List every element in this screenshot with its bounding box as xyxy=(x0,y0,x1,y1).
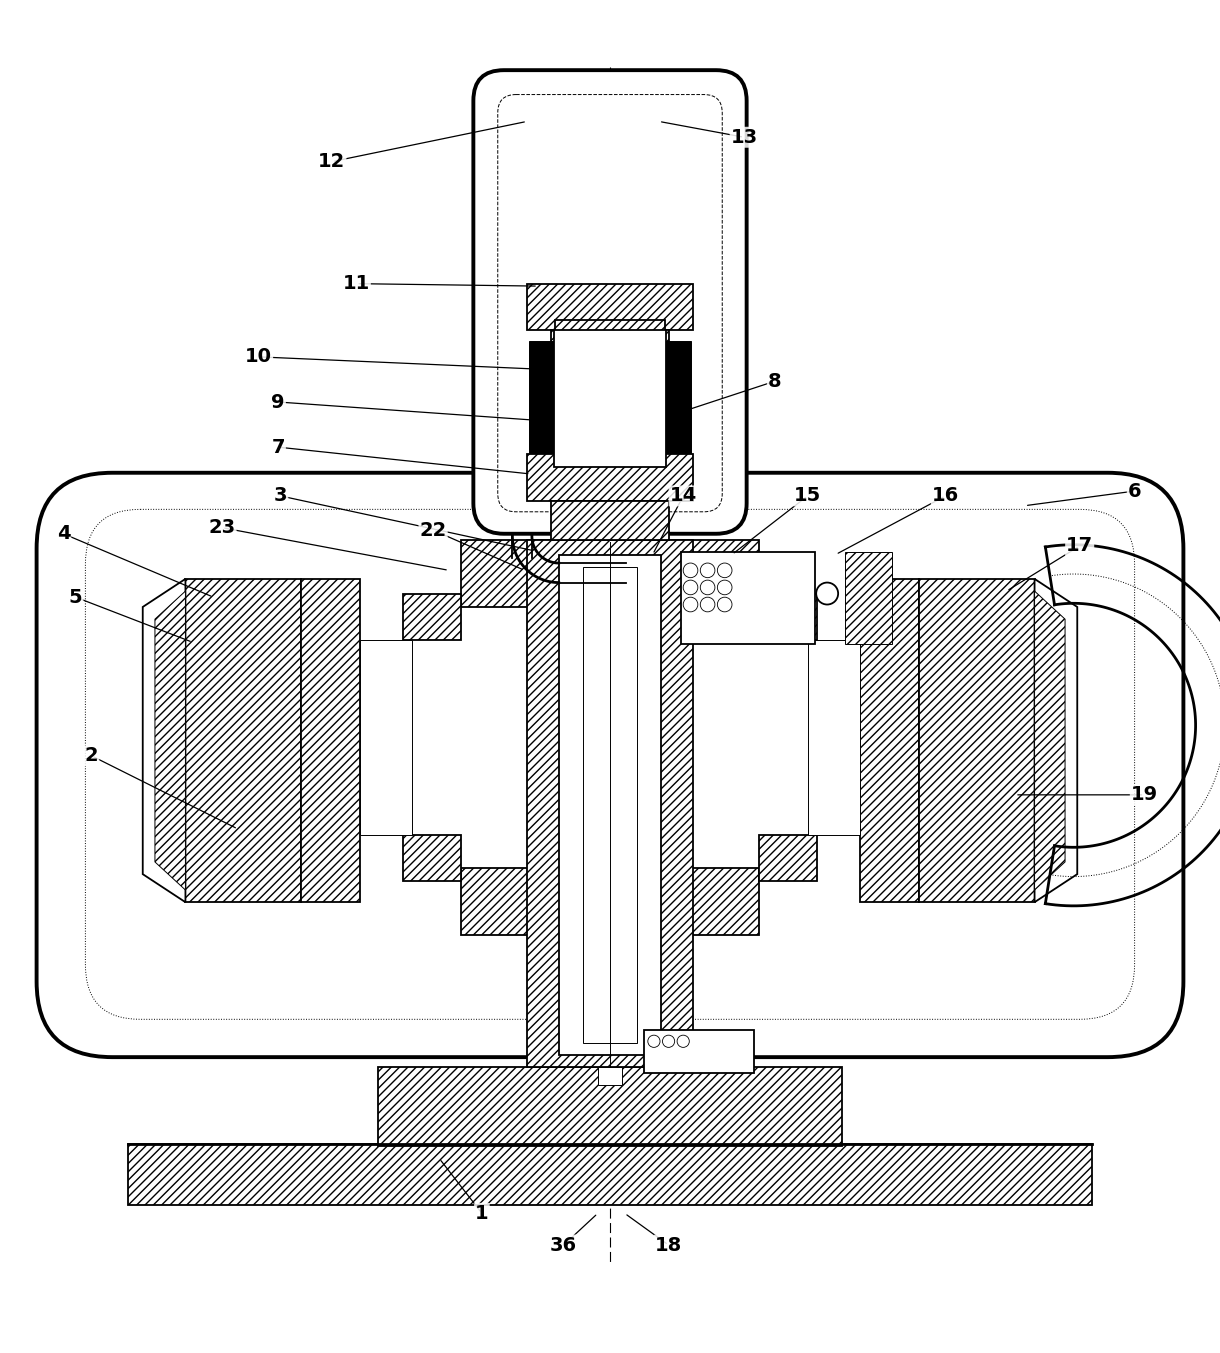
Text: 9: 9 xyxy=(271,392,285,411)
Bar xyxy=(559,555,661,1055)
Bar xyxy=(598,1068,622,1085)
Text: 10: 10 xyxy=(245,348,272,367)
Circle shape xyxy=(683,580,698,595)
Circle shape xyxy=(683,597,698,612)
Text: 16: 16 xyxy=(932,487,959,506)
Bar xyxy=(461,869,759,935)
Text: 18: 18 xyxy=(655,1235,682,1254)
Text: 23: 23 xyxy=(209,518,235,537)
Bar xyxy=(527,540,693,1068)
Bar xyxy=(185,579,301,902)
Bar xyxy=(555,321,665,342)
Text: 22: 22 xyxy=(420,521,447,540)
Bar xyxy=(845,552,892,644)
Bar xyxy=(681,552,815,644)
Bar xyxy=(378,1068,842,1146)
Bar xyxy=(128,1143,1092,1204)
Text: 7: 7 xyxy=(271,437,285,457)
Polygon shape xyxy=(1035,579,1077,902)
Text: 6: 6 xyxy=(1127,482,1142,501)
Text: 1: 1 xyxy=(475,1204,489,1223)
Bar xyxy=(551,330,669,360)
Polygon shape xyxy=(155,591,185,890)
Text: 17: 17 xyxy=(1066,536,1093,556)
Text: 14: 14 xyxy=(670,487,697,506)
Text: 12: 12 xyxy=(318,152,345,172)
Bar xyxy=(360,640,412,835)
Circle shape xyxy=(683,563,698,578)
Text: 11: 11 xyxy=(343,275,370,294)
Bar xyxy=(527,455,693,501)
FancyBboxPatch shape xyxy=(37,472,1183,1057)
Circle shape xyxy=(700,580,715,595)
Bar xyxy=(527,284,693,330)
Bar xyxy=(301,579,360,902)
Circle shape xyxy=(700,597,715,612)
Bar xyxy=(808,640,860,835)
FancyBboxPatch shape xyxy=(473,70,747,534)
Circle shape xyxy=(717,580,732,595)
Text: 36: 36 xyxy=(550,1235,577,1254)
Circle shape xyxy=(648,1035,660,1047)
Circle shape xyxy=(700,563,715,578)
Text: 2: 2 xyxy=(84,747,99,766)
Bar xyxy=(583,567,637,1043)
Circle shape xyxy=(677,1035,689,1047)
Bar xyxy=(554,330,666,467)
Bar xyxy=(551,501,669,540)
Text: 19: 19 xyxy=(1131,785,1158,804)
Bar xyxy=(759,835,817,881)
Circle shape xyxy=(717,597,732,612)
Text: 8: 8 xyxy=(767,372,782,391)
Bar xyxy=(461,540,759,607)
Bar xyxy=(759,594,817,640)
Text: 13: 13 xyxy=(731,127,758,146)
Polygon shape xyxy=(1035,591,1065,890)
Bar xyxy=(529,341,554,453)
Text: 5: 5 xyxy=(68,587,83,606)
Bar xyxy=(666,341,691,453)
Bar xyxy=(403,835,461,881)
Bar xyxy=(860,579,919,902)
Bar xyxy=(919,579,1035,902)
Bar xyxy=(644,1030,754,1073)
Bar xyxy=(403,594,461,640)
Text: 4: 4 xyxy=(56,524,71,544)
Text: 15: 15 xyxy=(794,487,821,506)
Polygon shape xyxy=(143,579,185,902)
Circle shape xyxy=(662,1035,675,1047)
Circle shape xyxy=(717,563,732,578)
Text: 3: 3 xyxy=(273,487,288,506)
Circle shape xyxy=(816,583,838,605)
